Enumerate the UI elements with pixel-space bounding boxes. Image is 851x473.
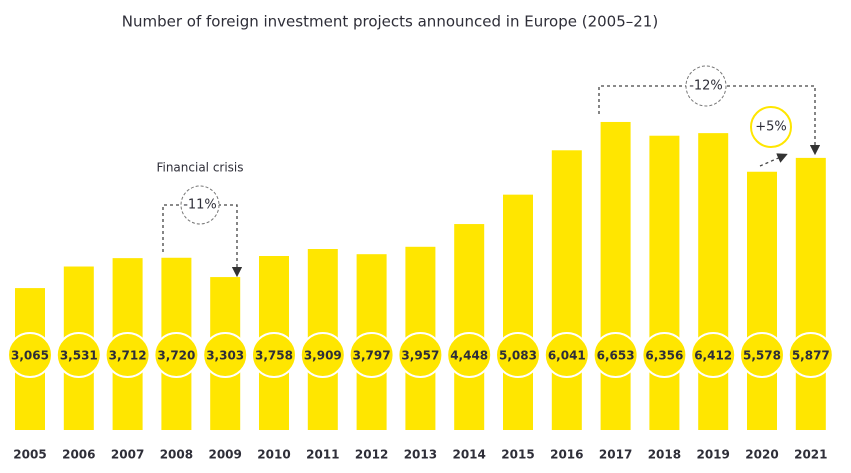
x-tick-label: 2010 [257,448,290,462]
annotation: Financial crisis [156,161,243,175]
x-tick-label: 2011 [306,448,339,462]
value-badge [495,332,541,378]
x-tick-label: 2020 [745,448,778,462]
annotation-badge [180,185,220,225]
value-badge [251,332,297,378]
arrow [759,153,788,167]
value-badge [690,332,737,378]
annotation: -12% [689,79,723,94]
value-badge [299,332,346,378]
x-tick-label: 2015 [501,448,534,462]
bar [600,121,631,431]
bar [698,133,729,431]
value-label: 3,720 [157,349,195,363]
bar [747,171,777,431]
annotation-badge [750,106,792,148]
x-tick-label: 2019 [696,448,729,462]
value-badge [641,332,688,378]
value-label: 5,083 [499,349,537,363]
value-badge [592,332,639,378]
value-badge [543,332,590,378]
value-label: 6,412 [694,349,732,363]
value-badge [446,332,493,378]
bar [503,194,533,430]
value-badge [153,332,200,378]
annotation: +5% [755,120,787,135]
annotation: -11% [183,198,217,213]
chart-title: Number of foreign investment projects an… [122,13,658,31]
value-label: 3,712 [109,349,147,363]
value-label: 3,797 [353,349,391,363]
x-tick-label: 2014 [452,448,485,462]
value-badge [104,332,151,378]
value-label: 4,448 [450,349,488,363]
bars: 3,065 2005 3,531 2006 3,712 2007 3,720 2008 3,30… [7,121,834,462]
value-badge [739,332,785,378]
bar [454,224,485,430]
x-tick-label: 2018 [648,448,681,462]
value-badge [7,332,53,378]
value-badge [397,332,444,378]
x-tick-label: 2008 [160,448,193,462]
bar [551,150,582,430]
x-tick-label: 2007 [111,448,144,462]
x-tick-label: 2017 [599,448,632,462]
value-badge [348,332,395,378]
bar [649,135,680,430]
x-tick-label: 2012 [355,448,388,462]
value-label: 3,531 [60,349,98,363]
x-tick-label: 2009 [208,448,241,462]
value-label: 3,065 [11,349,49,363]
x-tick-label: 2021 [794,448,827,462]
value-label: 5,877 [792,349,830,363]
x-tick-label: 2005 [13,448,46,462]
value-badge [55,332,102,378]
x-tick-label: 2013 [404,448,437,462]
value-label: 3,957 [401,349,439,363]
value-badge [787,332,834,378]
value-label: 6,653 [597,349,635,363]
x-tick-label: 2016 [550,448,583,462]
x-tick-label: 2006 [62,448,95,462]
value-label: 3,758 [255,349,293,363]
bracket [598,85,821,156]
value-label: 6,356 [645,349,683,363]
annotation-badge [685,65,727,107]
bar [795,157,826,430]
value-label: 6,041 [548,349,586,363]
value-label: 5,578 [743,349,781,363]
value-label: 3,303 [206,349,244,363]
value-badge [202,332,249,378]
value-label: 3,909 [304,349,342,363]
